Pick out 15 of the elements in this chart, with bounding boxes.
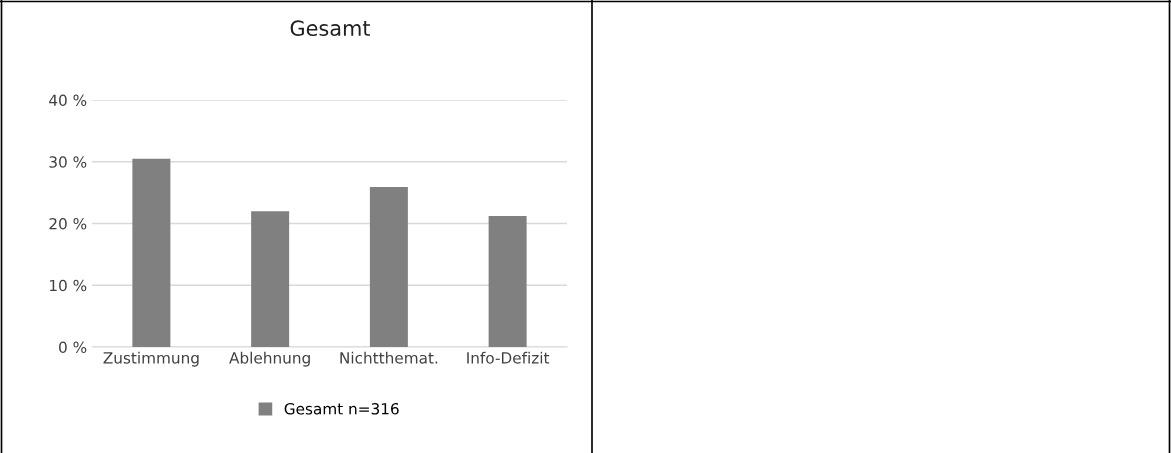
bar: [132, 158, 171, 347]
y-tick-label: 0 %: [59, 341, 87, 354]
y-tick-label: 30 %: [49, 156, 87, 168]
y-tick-label: 20 %: [49, 217, 87, 230]
legend-label: Gesamt n=316: [284, 403, 399, 415]
bar: [369, 187, 408, 347]
x-tick-label: Zustimmung: [103, 351, 199, 367]
bar: [488, 216, 527, 347]
y-tick-label: 40 %: [49, 94, 87, 107]
y-tick-label: 10 %: [50, 279, 87, 292]
x-tick-label: Info-Defizit: [467, 351, 550, 364]
chart-title: Gesamt: [290, 20, 371, 37]
bar: [251, 211, 290, 347]
x-tick-label: Nichtthemat.: [340, 351, 438, 364]
x-tick-label: Ablehnung: [229, 351, 310, 367]
